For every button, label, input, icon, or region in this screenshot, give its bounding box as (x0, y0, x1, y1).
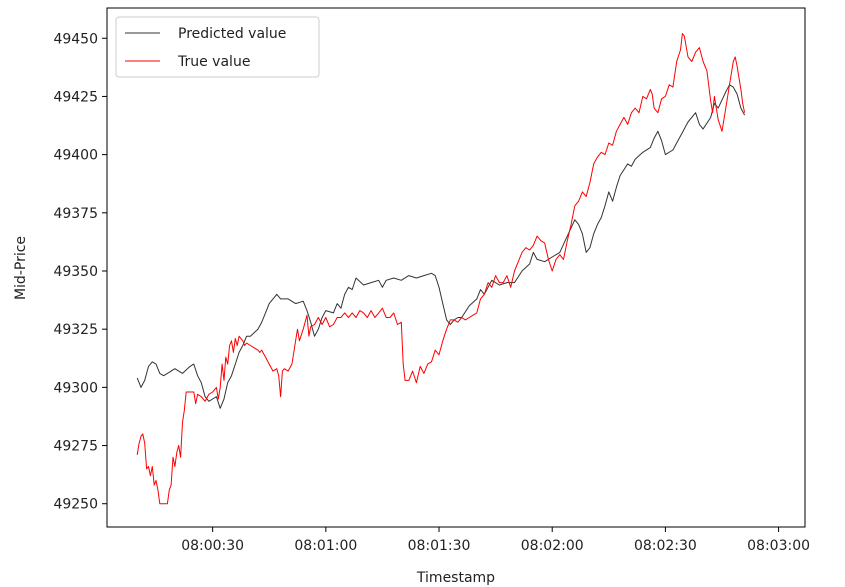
x-tick-label: 08:00:30 (181, 538, 244, 554)
y-axis: 49250 49275 49300 49325 49350 49375 49400 49425… (53, 31, 107, 513)
x-axis: 08:00:30 08:01:00 08:01:30 08:02:00 08:02:30… (181, 527, 810, 554)
x-tick-label: 08:02:00 (521, 538, 584, 554)
legend-box (115, 16, 320, 78)
plot-background (107, 8, 805, 527)
legend-label-predicted: Predicted value (178, 26, 286, 42)
y-tick-label: 49450 (53, 31, 98, 47)
x-tick-label: 08:02:30 (634, 538, 697, 554)
x-tick-label: 08:01:30 (408, 538, 471, 554)
x-tick-label: 08:03:00 (747, 538, 810, 554)
legend-label-true: True value (177, 54, 250, 70)
y-axis-title: Mid-Price (13, 236, 29, 300)
y-tick-label: 49350 (53, 264, 98, 280)
plot-frame (106, 7, 806, 528)
y-tick-label: 49400 (53, 148, 98, 164)
x-axis-title: Timestamp (416, 570, 495, 586)
y-tick-label: 49275 (53, 439, 98, 455)
y-tick-label: 49425 (53, 89, 98, 105)
series-line-predicted (136, 84, 746, 409)
legend: Predicted value True value (115, 16, 320, 78)
y-tick-label: 49250 (53, 497, 98, 513)
series-layer (136, 33, 746, 505)
y-tick-label: 49300 (53, 380, 98, 396)
y-tick-label: 49325 (53, 322, 98, 338)
x-tick-label: 08:01:00 (294, 538, 357, 554)
series-line-true (136, 33, 746, 505)
y-tick-label: 49375 (53, 206, 98, 222)
